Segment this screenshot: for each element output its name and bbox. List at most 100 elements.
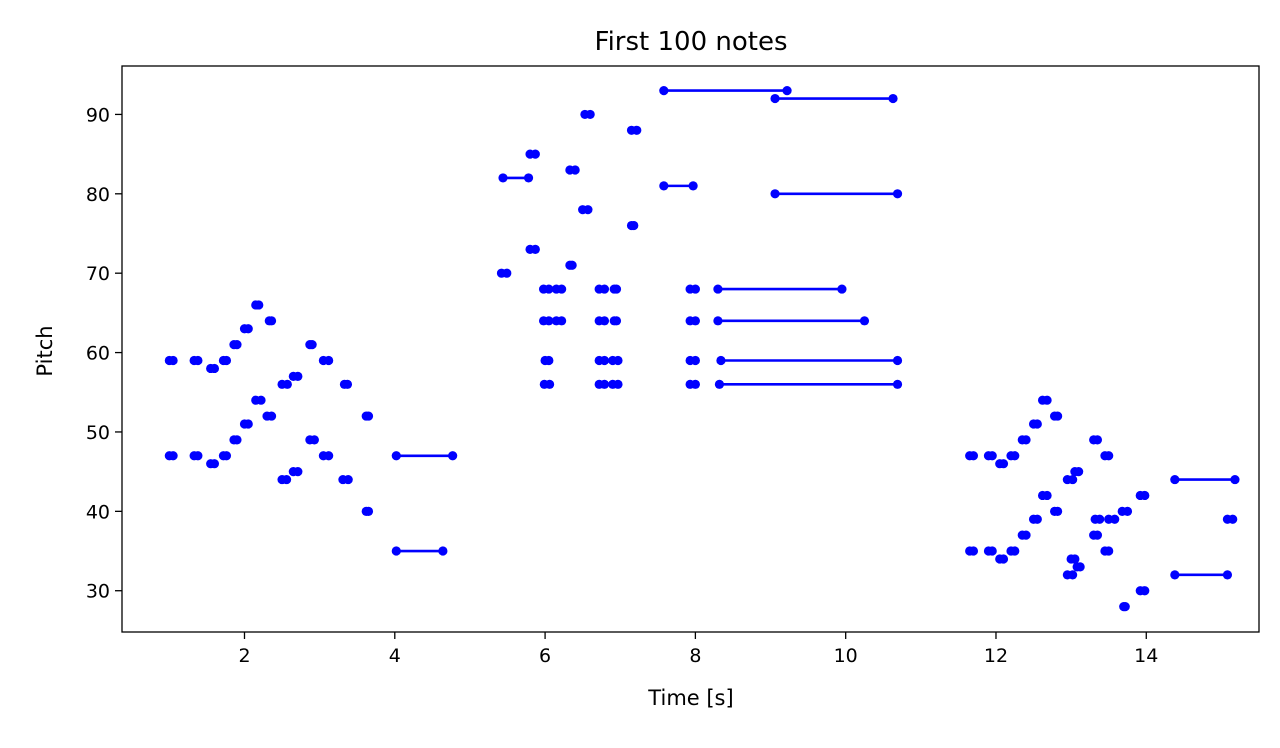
note-end-marker xyxy=(544,316,554,326)
note-11 xyxy=(239,419,253,429)
note-end-marker xyxy=(557,316,567,326)
note-37 xyxy=(539,379,555,389)
note-33 xyxy=(525,149,540,159)
y-tick-label: 30 xyxy=(86,581,110,603)
note-78 xyxy=(1037,395,1052,405)
note-end-marker xyxy=(837,284,847,294)
note-end-marker xyxy=(892,189,903,199)
note-end-marker xyxy=(309,435,319,445)
note-end-marker xyxy=(324,355,334,366)
note-63 xyxy=(714,379,903,389)
note-end-marker xyxy=(1074,467,1084,477)
note-end-marker xyxy=(293,467,303,477)
note-end-marker xyxy=(611,284,622,294)
note-74 xyxy=(1017,435,1031,445)
note-71 xyxy=(995,554,1009,564)
note-21 xyxy=(305,435,319,445)
note-88 xyxy=(1089,530,1103,540)
note-end-marker xyxy=(448,451,458,461)
note-46 xyxy=(594,355,610,366)
note-38 xyxy=(551,284,567,294)
note-end-marker xyxy=(632,125,642,135)
note-end-marker xyxy=(256,395,266,405)
note-end-marker xyxy=(1070,554,1080,564)
note-end-marker xyxy=(1021,530,1031,540)
note-15 xyxy=(262,411,277,421)
note-61 xyxy=(713,316,870,326)
note-end-marker xyxy=(1140,586,1150,596)
note-end-marker xyxy=(629,220,639,231)
note-end-marker xyxy=(1010,546,1020,556)
note-49 xyxy=(609,316,622,326)
note-end-marker xyxy=(611,316,622,326)
note-end-marker xyxy=(1228,514,1238,524)
note-end-marker xyxy=(1122,506,1133,516)
note-end-marker xyxy=(987,451,997,461)
note-end-marker xyxy=(570,165,580,175)
note-start-marker xyxy=(1170,474,1180,485)
note-7 xyxy=(218,451,232,461)
note-end-marker xyxy=(221,355,232,366)
note-end-marker xyxy=(782,86,792,96)
x-tick-label: 14 xyxy=(1134,645,1158,667)
note-84 xyxy=(1070,467,1084,477)
note-26 xyxy=(361,411,374,421)
note-end-marker xyxy=(168,451,178,461)
note-end-marker xyxy=(266,411,277,421)
x-tick-label: 4 xyxy=(389,645,401,667)
note-99 xyxy=(1222,514,1238,524)
note-39 xyxy=(551,316,567,326)
note-2 xyxy=(189,355,203,366)
note-64 xyxy=(770,189,903,199)
note-end-marker xyxy=(599,379,610,389)
note-18 xyxy=(288,371,303,381)
note-end-marker xyxy=(1042,490,1052,501)
note-end-marker xyxy=(998,459,1009,469)
note-end-marker xyxy=(892,379,903,389)
note-end-marker xyxy=(599,284,610,294)
note-start-marker xyxy=(713,284,723,294)
note-end-marker xyxy=(1095,514,1105,524)
note-57 xyxy=(685,316,700,326)
note-66 xyxy=(965,451,979,461)
note-end-marker xyxy=(968,546,979,556)
note-end-marker xyxy=(1021,435,1031,445)
note-end-marker xyxy=(998,554,1009,564)
note-62 xyxy=(716,355,903,366)
note-start-marker xyxy=(716,355,726,366)
note-19 xyxy=(288,467,303,477)
note-54 xyxy=(659,181,698,191)
note-start-marker xyxy=(659,86,669,96)
note-end-marker xyxy=(530,244,540,254)
note-43 xyxy=(580,109,595,120)
note-12 xyxy=(251,300,264,310)
note-93 xyxy=(1117,506,1133,516)
note-65 xyxy=(770,93,898,104)
notes-layer xyxy=(164,86,1240,612)
note-3 xyxy=(189,451,203,461)
note-59 xyxy=(685,379,700,389)
note-end-marker xyxy=(557,284,567,294)
note-end-marker xyxy=(599,355,610,366)
note-53 xyxy=(626,125,642,135)
note-start-marker xyxy=(659,181,669,191)
note-34 xyxy=(538,284,554,294)
note-end-marker xyxy=(1140,490,1150,501)
note-end-marker xyxy=(1092,530,1103,540)
note-start-marker xyxy=(1170,570,1180,580)
x-tick-label: 2 xyxy=(238,645,250,667)
note-95 xyxy=(1135,490,1150,501)
note-68 xyxy=(983,451,997,461)
note-end-marker xyxy=(1068,474,1078,485)
note-end-marker xyxy=(342,379,353,389)
note-end-marker xyxy=(892,355,903,366)
note-end-marker xyxy=(859,316,870,326)
note-end-marker xyxy=(307,340,317,350)
note-91 xyxy=(1100,546,1114,556)
note-8 xyxy=(229,340,242,350)
note-end-marker xyxy=(530,149,540,159)
x-axis-label: Time [s] xyxy=(647,686,733,710)
note-end-marker xyxy=(688,181,698,191)
note-end-marker xyxy=(888,93,898,104)
